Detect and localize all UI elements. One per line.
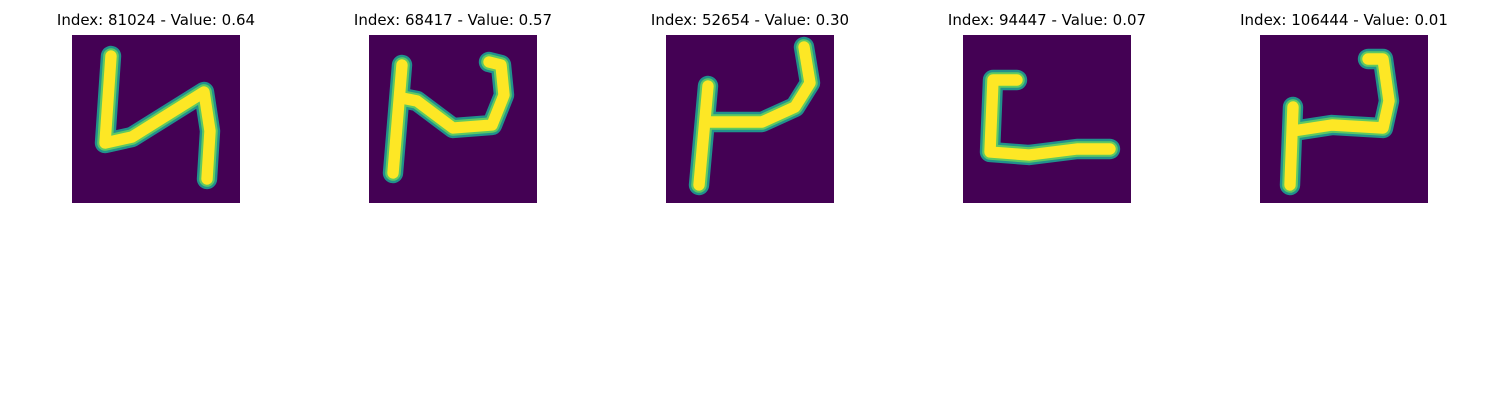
panel-title: Index: 94447 - Value: 0.07 — [947, 11, 1147, 29]
digit-image — [666, 35, 834, 203]
digit-image — [963, 35, 1131, 203]
digit-image — [1260, 35, 1428, 203]
panel-title: Index: 106444 - Value: 0.01 — [1240, 11, 1448, 29]
panel-title: Index: 68417 - Value: 0.57 — [353, 11, 553, 29]
panel-title: Index: 81024 - Value: 0.64 — [56, 11, 256, 29]
digit-image — [369, 35, 537, 203]
digit-image — [72, 35, 240, 203]
panel-title: Index: 52654 - Value: 0.30 — [650, 11, 850, 29]
